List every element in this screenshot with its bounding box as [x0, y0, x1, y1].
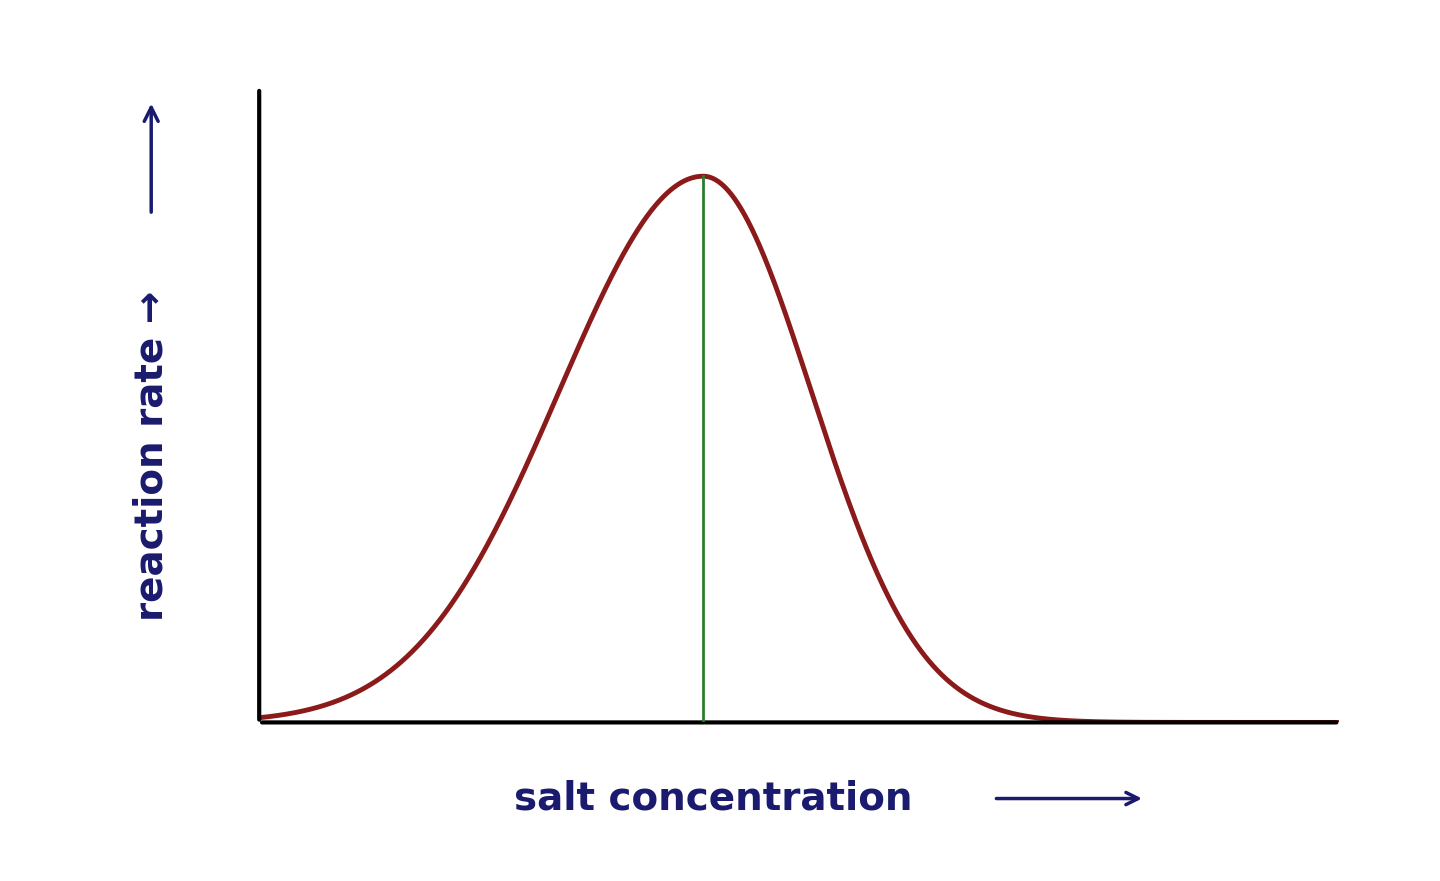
Text: salt concentration: salt concentration	[514, 780, 912, 818]
Text: reaction rate →: reaction rate →	[132, 291, 170, 621]
